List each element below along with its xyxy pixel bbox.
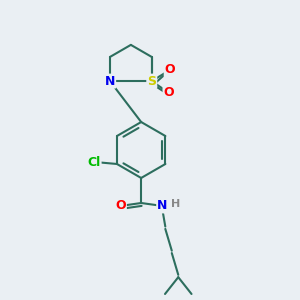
Text: N: N: [157, 200, 168, 212]
Text: H: H: [171, 199, 180, 208]
Text: N: N: [105, 75, 115, 88]
Text: O: O: [115, 200, 126, 212]
Text: S: S: [147, 75, 156, 88]
Text: Cl: Cl: [87, 156, 101, 169]
Text: O: O: [165, 63, 175, 76]
Text: O: O: [164, 86, 174, 99]
